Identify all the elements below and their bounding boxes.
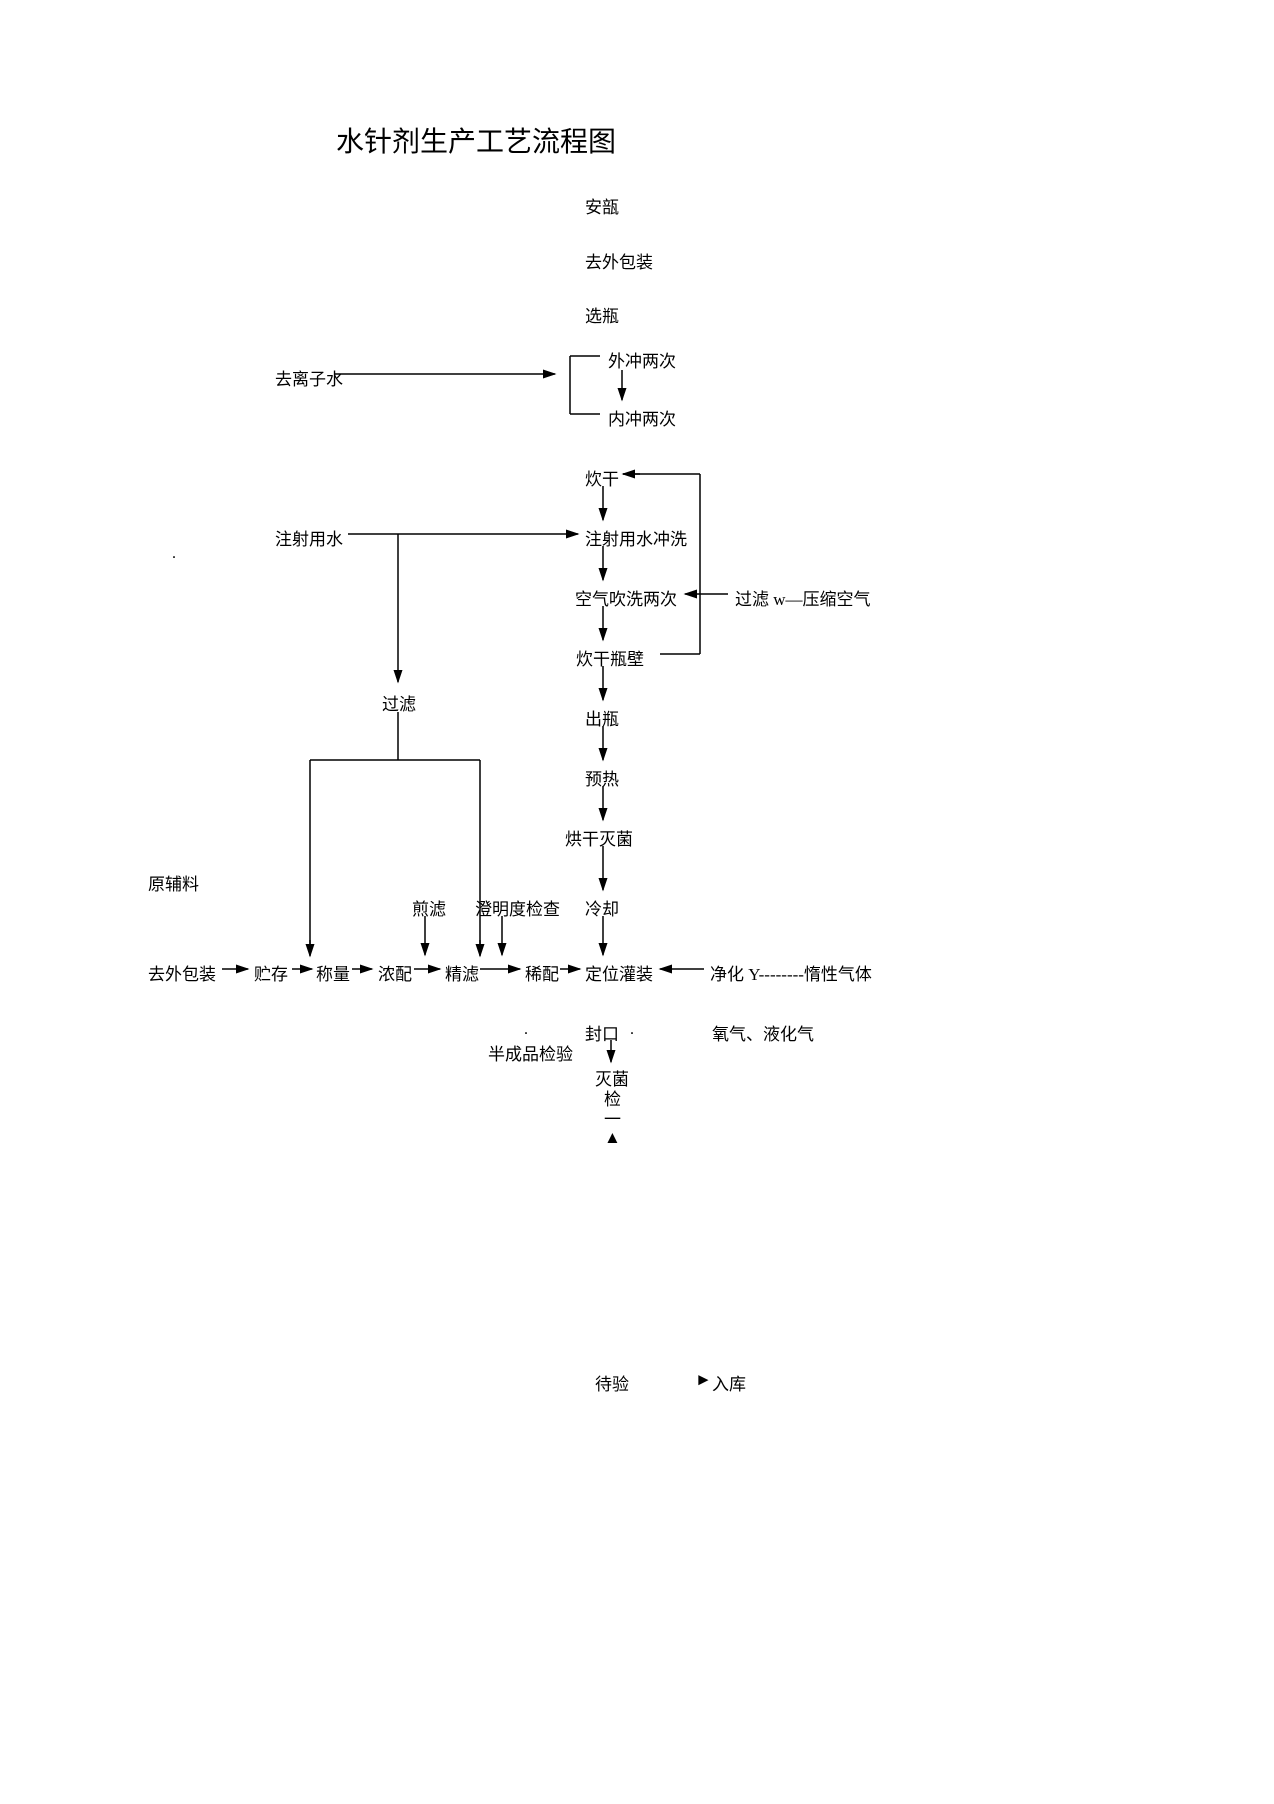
flowchart-connectors — [0, 0, 1274, 1804]
flowchart-page: 水针剂生产工艺流程图 安瓿 去外包装 选瓶 外冲两次 内冲两次 去离子水 炊干 … — [0, 0, 1274, 1804]
